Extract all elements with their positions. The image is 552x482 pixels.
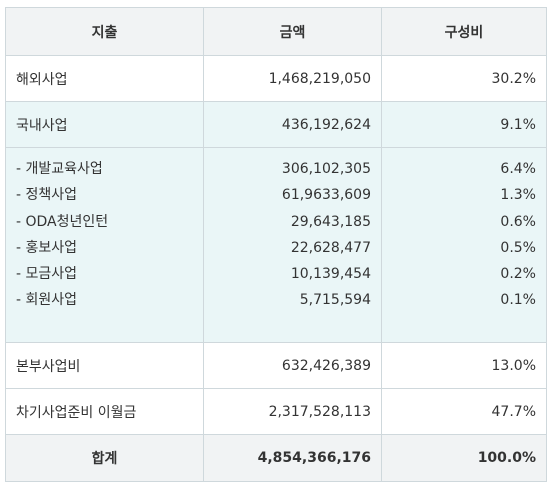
- header-expense: 지출: [5, 7, 204, 56]
- row-label: 해외사업: [5, 55, 204, 102]
- expense-table-container: 지출 금액 구성비 해외사업 1,468,219,050 30.2% 국내사업 …: [5, 7, 547, 482]
- sub-label-cell: - 개발교육사업 - 정책사업 - ODA청년인턴 - 홍보사업 - 모금사업 …: [5, 147, 204, 343]
- sub-item-amount: 10,139,454: [290, 266, 371, 283]
- sub-item-ratio: 0.5%: [500, 239, 536, 256]
- row-ratio: 9.1%: [381, 101, 547, 148]
- total-label: 합계: [5, 434, 204, 482]
- sub-item-amount: 306,102,305: [281, 161, 371, 177]
- sub-item-ratio: 0.2%: [500, 266, 536, 283]
- row-label: 본부사업비: [5, 342, 204, 389]
- sub-item-label: - 정책사업: [16, 187, 78, 204]
- table-header-row: 지출 금액 구성비: [5, 7, 547, 56]
- expense-table: 지출 금액 구성비 해외사업 1,468,219,050 30.2% 국내사업 …: [5, 7, 547, 482]
- total-amount: 4,854,366,176: [203, 434, 382, 482]
- table-row-hq: 본부사업비 632,426,389 13.0%: [5, 342, 547, 389]
- sub-amount-cell: 306,102,305 61,9633,609 29,643,185 22,62…: [203, 147, 382, 343]
- sub-item-amount: 22,628,477: [290, 239, 371, 256]
- sub-item-label: - ODA청년인턴: [16, 213, 109, 230]
- row-ratio: 47.7%: [381, 388, 547, 435]
- table-row-overseas: 해외사업 1,468,219,050 30.2%: [5, 55, 547, 102]
- sub-item-amount: 61,9633,609: [281, 187, 371, 204]
- table-total-row: 합계 4,854,366,176 100.0%: [5, 434, 547, 482]
- sub-item-amount: 5,715,594: [299, 292, 371, 309]
- sub-item-label: - 홍보사업: [16, 239, 78, 256]
- sub-item-ratio: 6.4%: [500, 161, 536, 177]
- sub-item-ratio: 1.3%: [500, 187, 536, 204]
- row-amount: 1,468,219,050: [203, 55, 382, 102]
- row-ratio: 30.2%: [381, 55, 547, 102]
- row-label: 국내사업: [5, 101, 204, 148]
- sub-ratio-cell: 6.4% 1.3% 0.6% 0.5% 0.2% 0.1%: [381, 147, 547, 343]
- table-row-domestic: 국내사업 436,192,624 9.1%: [5, 101, 547, 148]
- sub-item-amount: 29,643,185: [290, 213, 371, 230]
- sub-item-ratio: 0.1%: [500, 292, 536, 309]
- sub-item-ratio: 0.6%: [500, 213, 536, 230]
- row-ratio: 13.0%: [381, 342, 547, 389]
- table-row-carryover: 차기사업준비 이월금 2,317,528,113 47.7%: [5, 388, 547, 435]
- sub-item-label: - 개발교육사업: [16, 161, 103, 177]
- total-ratio: 100.0%: [381, 434, 547, 482]
- row-amount: 2,317,528,113: [203, 388, 382, 435]
- sub-item-label: - 모금사업: [16, 266, 78, 283]
- header-amount: 금액: [203, 7, 382, 56]
- header-ratio: 구성비: [381, 7, 547, 56]
- row-amount: 436,192,624: [203, 101, 382, 148]
- row-amount: 632,426,389: [203, 342, 382, 389]
- row-label: 차기사업준비 이월금: [5, 388, 204, 435]
- table-row-domestic-breakdown: - 개발교육사업 - 정책사업 - ODA청년인턴 - 홍보사업 - 모금사업 …: [5, 147, 547, 343]
- sub-item-label: - 회원사업: [16, 292, 78, 309]
